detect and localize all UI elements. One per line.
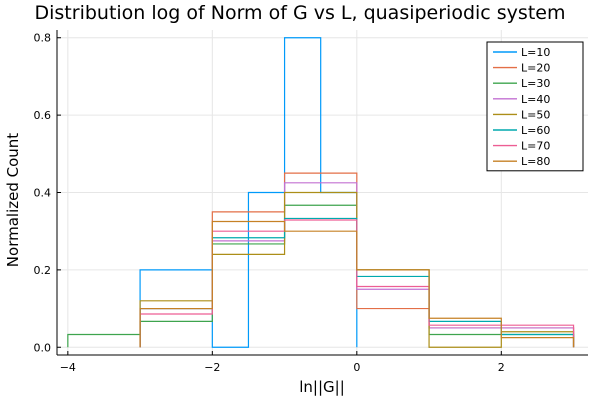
legend-box	[486, 41, 584, 172]
axes	[56, 30, 588, 356]
y-tick-label: 0.4	[34, 187, 52, 200]
x-tick-label: 0	[353, 361, 360, 374]
chart-title: Distribution log of Norm of G vs L, quas…	[35, 2, 566, 24]
y-tick-label: 0.8	[34, 32, 52, 45]
x-axis-label: ln||G||	[299, 378, 345, 396]
legend: L=10 L=20 L=30 L=40 L=50 L=60 L=70 L=80	[486, 41, 584, 172]
legend-entry: L=50	[521, 108, 550, 121]
x-tick-label: −4	[60, 361, 76, 374]
legend-entry: L=10	[521, 46, 550, 59]
tick-labels: −4 −2 0 2 0.0 0.2 0.4 0.6 0.8	[34, 32, 505, 374]
legend-entry: L=60	[521, 124, 550, 137]
legend-entry: L=80	[521, 155, 550, 168]
legend-entry: L=40	[521, 93, 550, 106]
series-layer	[67, 37, 575, 348]
legend-entry: L=20	[521, 62, 550, 75]
x-tick-label: 2	[498, 361, 505, 374]
x-tick-label: −2	[204, 361, 220, 374]
series-line-l-80	[139, 220, 575, 348]
y-tick-label: 0.0	[34, 341, 52, 354]
y-axis-label: Normalized Count	[4, 133, 22, 267]
legend-entry: L=30	[521, 77, 550, 90]
legend-entry: L=70	[521, 140, 550, 153]
series-line-l-30	[67, 204, 575, 348]
y-tick-label: 0.2	[34, 264, 52, 277]
y-tick-label: 0.6	[34, 109, 52, 122]
